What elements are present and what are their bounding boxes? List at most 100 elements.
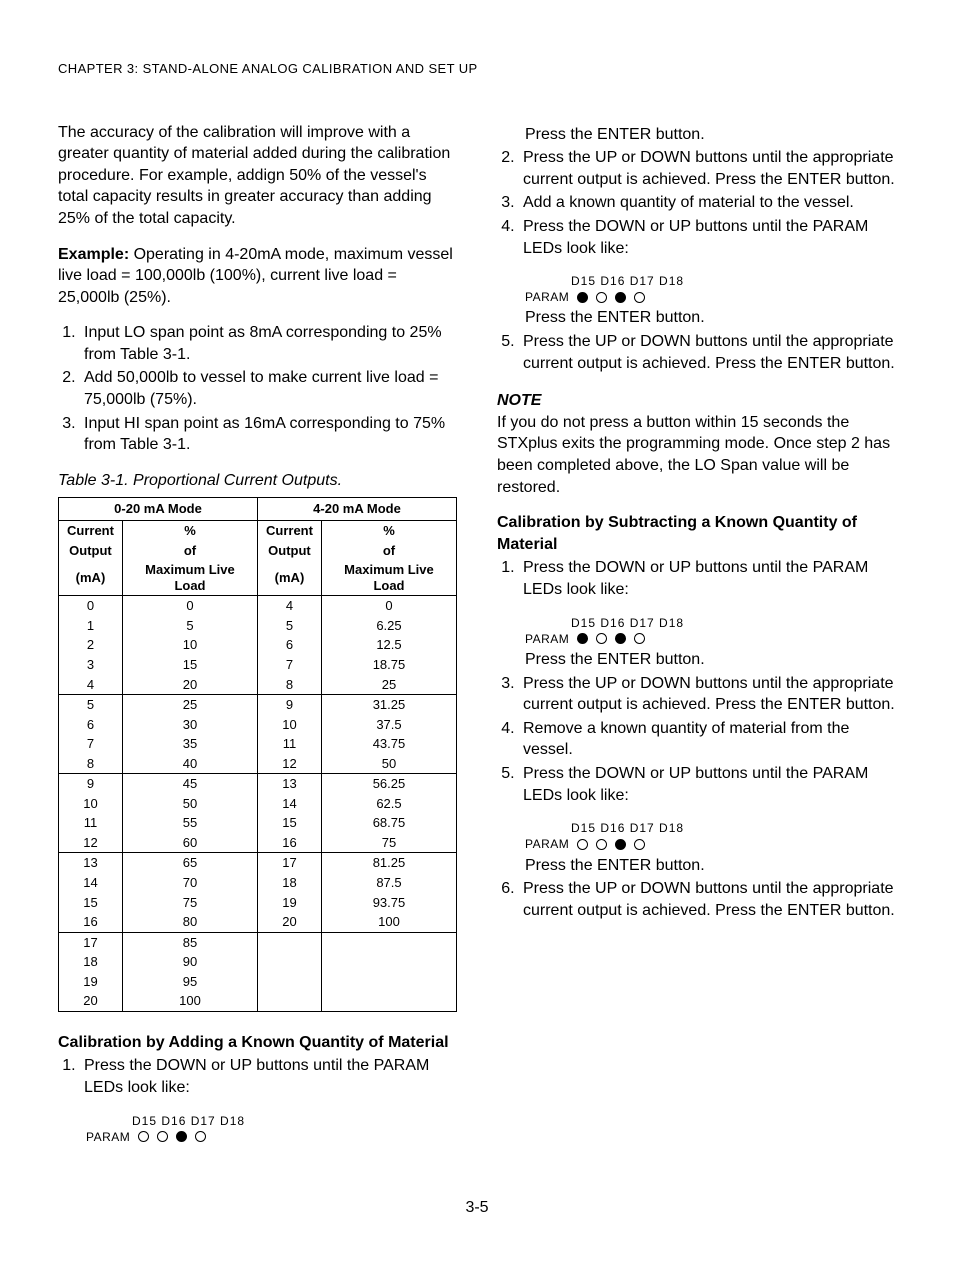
table-col-header: Current (258, 521, 322, 541)
table-cell: 6 (59, 715, 123, 735)
led-off-icon (596, 633, 607, 644)
led-off-icon (596, 839, 607, 850)
note-title: NOTE (497, 390, 896, 412)
table-col-header: of (321, 541, 456, 561)
table-cell (258, 991, 322, 1011)
led-off-icon (577, 839, 588, 850)
led-row: PARAM (525, 289, 896, 305)
table-cell: 18 (59, 952, 123, 972)
table-cell: 25 (321, 675, 456, 695)
cal-add-steps: Press the DOWN or UP buttons until the P… (58, 1055, 457, 1098)
cal-sub-step-5: Press the DOWN or UP buttons until the P… (519, 763, 896, 806)
table-cell: 15 (122, 655, 257, 675)
example-step: Input HI span point as 16mA correspondin… (80, 413, 457, 456)
cal-sub-steps-6: Press the UP or DOWN buttons until the a… (497, 878, 896, 921)
table-cell: 8 (59, 754, 123, 774)
cal-add-title: Calibration by Adding a Known Quantity o… (58, 1032, 457, 1054)
table-cell: 13 (59, 853, 123, 873)
table-cell (258, 972, 322, 992)
table-col-header: Maximum Live Load (321, 560, 456, 596)
table-cell: 87.5 (321, 873, 456, 893)
led-labels: D15 D16 D17 D18 (86, 1113, 457, 1129)
table-cell: 14 (59, 873, 123, 893)
table-cell: 65 (122, 853, 257, 873)
table-group-header: 4-20 mA Mode (258, 498, 457, 521)
cal-add-steps-cont: Press the UP or DOWN buttons until the a… (497, 147, 896, 259)
led-off-icon (195, 1131, 206, 1142)
table-group-header: 0-20 mA Mode (59, 498, 258, 521)
table-cell: 4 (59, 675, 123, 695)
led-off-icon (596, 292, 607, 303)
table-cell (321, 932, 456, 952)
table-cell: 5 (59, 695, 123, 715)
table-cell: 68.75 (321, 813, 456, 833)
table-cell: 43.75 (321, 734, 456, 754)
cal-sub-step-6: Press the UP or DOWN buttons until the a… (519, 878, 896, 921)
param-label: PARAM (525, 289, 569, 305)
example-label: Example: (58, 246, 129, 263)
cal-sub-step-4: Remove a known quantity of material from… (519, 718, 896, 761)
table-cell: 50 (122, 794, 257, 814)
example-steps: Input LO span point as 8mA corresponding… (58, 322, 457, 456)
table-cell: 12 (59, 833, 123, 853)
table-cell: 45 (122, 774, 257, 794)
led-display-2: D15 D16 D17 D18 PARAM (525, 273, 896, 305)
left-column: The accuracy of the calibration will imp… (58, 122, 457, 1147)
table-caption: Table 3-1. Proportional Current Outputs. (58, 470, 457, 492)
example-paragraph: Example: Operating in 4-20mA mode, maxim… (58, 244, 457, 309)
table-cell: 0 (59, 596, 123, 616)
table-cell: 20 (59, 991, 123, 1011)
table-cell (258, 932, 322, 952)
press-enter-4: Press the ENTER button. (525, 855, 896, 877)
table-cell: 10 (59, 794, 123, 814)
table-cell: 93.75 (321, 893, 456, 913)
table-cell: 4 (258, 596, 322, 616)
led-display-1: D15 D16 D17 D18 PARAM (86, 1113, 457, 1145)
table-cell: 100 (321, 912, 456, 932)
param-label: PARAM (525, 631, 569, 647)
cal-add-step5-list: Press the UP or DOWN buttons until the a… (497, 331, 896, 374)
led-off-icon (634, 633, 645, 644)
led-off-icon (634, 292, 645, 303)
table-cell: 75 (122, 893, 257, 913)
table-cell: 3 (59, 655, 123, 675)
cal-add-step-2: Press the UP or DOWN buttons until the a… (519, 147, 896, 190)
table-cell: 80 (122, 912, 257, 932)
table-cell: 8 (258, 675, 322, 695)
table-cell: 56.25 (321, 774, 456, 794)
table-cell: 70 (122, 873, 257, 893)
table-cell: 5 (122, 616, 257, 636)
led-on-icon (577, 292, 588, 303)
led-on-icon (615, 633, 626, 644)
cal-add-step-4: Press the DOWN or UP buttons until the P… (519, 216, 896, 259)
table-col-header: (mA) (59, 560, 123, 596)
table-cell (321, 952, 456, 972)
table-cell: 9 (258, 695, 322, 715)
led-row: PARAM (86, 1129, 457, 1145)
table-cell (258, 952, 322, 972)
led-row: PARAM (525, 631, 896, 647)
table-cell: 14 (258, 794, 322, 814)
table-col-header: Current (59, 521, 123, 541)
example-step: Input LO span point as 8mA corresponding… (80, 322, 457, 365)
table-cell: 60 (122, 833, 257, 853)
led-labels: D15 D16 D17 D18 (525, 273, 896, 289)
table-cell: 18.75 (321, 655, 456, 675)
table-cell: 17 (258, 853, 322, 873)
table-cell: 16 (258, 833, 322, 853)
table-cell: 95 (122, 972, 257, 992)
table-cell: 50 (321, 754, 456, 774)
cal-sub-step-1: Press the DOWN or UP buttons until the P… (519, 557, 896, 600)
cal-add-step-5: Press the UP or DOWN buttons until the a… (519, 331, 896, 374)
table-cell: 20 (122, 675, 257, 695)
cal-add-step-3: Add a known quantity of material to the … (519, 192, 896, 214)
table-cell: 16 (59, 912, 123, 932)
table-cell: 11 (258, 734, 322, 754)
table-cell: 18 (258, 873, 322, 893)
led-row: PARAM (525, 836, 896, 852)
intro-paragraph: The accuracy of the calibration will imp… (58, 122, 457, 230)
page-number: 3-5 (58, 1197, 896, 1219)
cal-sub-steps-3: Press the UP or DOWN buttons until the a… (497, 673, 896, 807)
table-cell: 15 (258, 813, 322, 833)
table-col-header: Maximum Live Load (122, 560, 257, 596)
